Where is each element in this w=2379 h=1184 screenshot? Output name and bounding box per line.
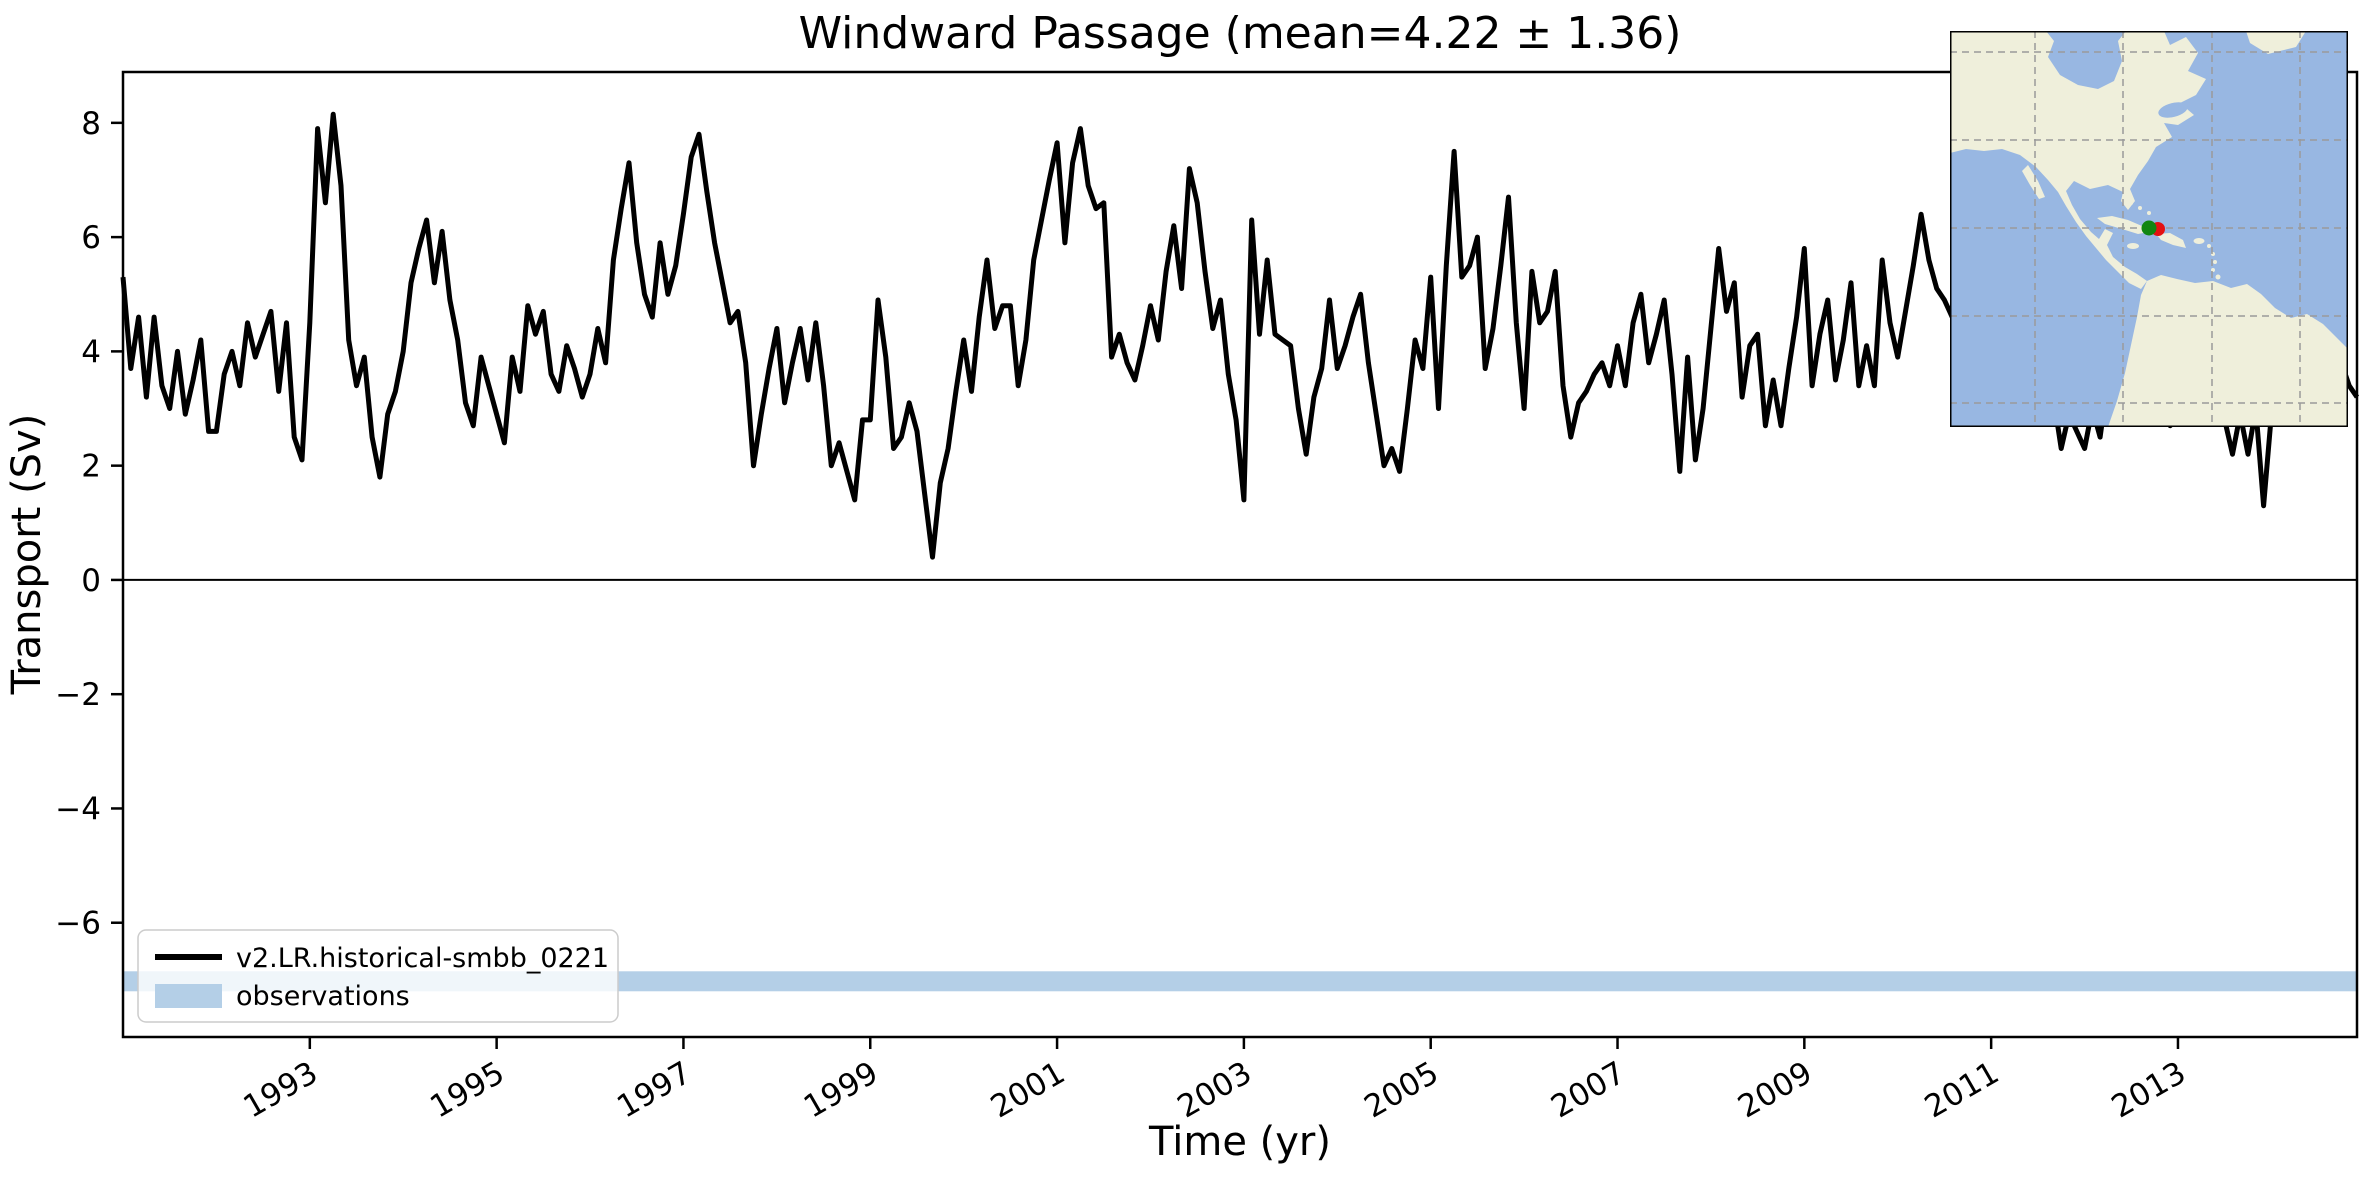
land-baja <box>2022 165 2045 199</box>
y-tick-label: 4 <box>81 334 101 370</box>
inset-landmasses <box>1950 31 2348 427</box>
legend-patch-observations <box>155 984 222 1008</box>
legend-label-model: v2.LR.historical-smbb_0221 <box>236 943 609 974</box>
land-bahamas <box>2138 206 2142 210</box>
land-south-america <box>2108 275 2348 427</box>
land-jamaica <box>2127 243 2139 249</box>
legend-box <box>137 929 619 1023</box>
land-north-america <box>1950 31 2206 289</box>
observations-band <box>123 971 2357 992</box>
land-bahamas <box>2129 201 2133 205</box>
y-axis-label: Transport (Sv) <box>4 414 50 696</box>
great-lakes <box>2158 102 2188 118</box>
y-tick-label: 0 <box>81 563 101 599</box>
legend: v2.LR.historical-smbb_0221 observations <box>137 929 619 1023</box>
inset-map <box>1950 31 2348 427</box>
y-tick-label: −6 <box>55 906 101 942</box>
chart-title: Windward Passage (mean=4.22 ± 1.36) <box>799 8 1682 59</box>
land-bahamas <box>2147 211 2151 215</box>
y-tick-label: −4 <box>55 791 101 827</box>
land-antilles <box>2213 260 2217 264</box>
land-trinidad <box>2215 274 2221 280</box>
axes-spines <box>121 70 2359 1039</box>
y-tick-label: 6 <box>81 220 101 256</box>
model-location-marker <box>2141 220 2157 236</box>
y-axis-ticks: −6 −4 −2 0 2 4 6 8 <box>55 106 123 942</box>
land-greenland <box>2246 31 2306 54</box>
land-hispaniola <box>2156 233 2186 248</box>
y-tick-label: −2 <box>55 677 101 713</box>
legend-label-observations: observations <box>236 981 410 1012</box>
land-antilles <box>2207 244 2211 248</box>
y-tick-label: 8 <box>81 106 101 142</box>
land-puerto-rico <box>2193 238 2205 244</box>
y-tick-label: 2 <box>81 449 101 485</box>
inset-gridlines <box>1950 31 2348 427</box>
x-axis-label: Time (yr) <box>1148 1119 1331 1165</box>
